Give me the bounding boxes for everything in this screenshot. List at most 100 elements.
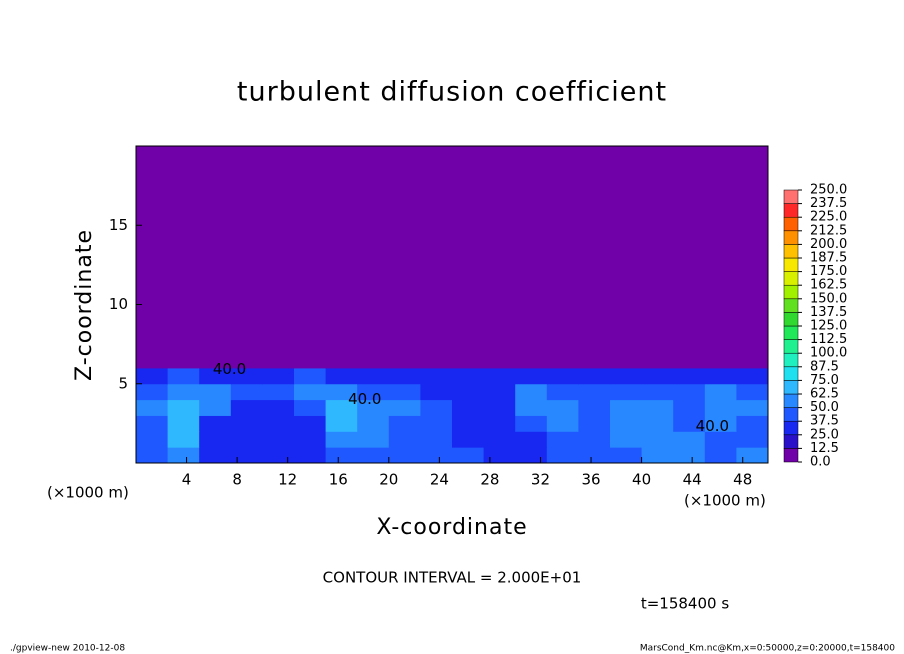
cell <box>388 415 421 432</box>
cell <box>199 447 232 464</box>
cell <box>546 383 579 401</box>
colorbar-box <box>783 393 799 408</box>
cell <box>388 367 421 385</box>
cell <box>578 146 611 369</box>
contour-label: 40.0 <box>348 390 381 408</box>
cell <box>736 399 769 416</box>
cell <box>452 146 485 369</box>
cell <box>546 146 579 369</box>
colorbar-label: 25.0 <box>810 427 839 442</box>
cell <box>357 146 390 369</box>
cell <box>641 399 674 416</box>
cell <box>136 383 169 401</box>
cell <box>325 431 358 448</box>
cell <box>452 383 485 401</box>
cell <box>136 431 169 448</box>
cell <box>546 415 579 432</box>
y-tick-label: 5 <box>118 374 128 392</box>
cell <box>262 431 295 448</box>
x-tick-label: 4 <box>182 471 192 489</box>
cell <box>452 431 485 448</box>
colorbar-box <box>783 380 799 395</box>
colorbar-box <box>783 325 799 340</box>
cell <box>325 415 358 432</box>
cell <box>515 146 548 369</box>
cell <box>294 383 327 401</box>
cell <box>546 431 579 448</box>
cell <box>294 146 327 369</box>
colorbar-box <box>783 271 799 286</box>
colorbar-box <box>783 448 799 463</box>
cell <box>388 447 421 464</box>
cell <box>452 399 485 416</box>
cell <box>704 383 737 401</box>
cell <box>610 415 643 432</box>
cell <box>736 367 769 385</box>
cell <box>578 415 611 432</box>
cell <box>167 431 200 448</box>
cell <box>294 415 327 432</box>
cell <box>610 447 643 464</box>
colorbar-box <box>783 284 799 300</box>
cell <box>420 415 453 432</box>
cell <box>736 383 769 401</box>
cell <box>199 399 232 416</box>
cell <box>515 447 548 464</box>
x-tick-label: 32 <box>531 471 550 489</box>
colorbar-box <box>783 230 799 245</box>
cell <box>199 367 232 385</box>
unit-label: (×1000 m) <box>47 484 129 502</box>
cell <box>641 383 674 401</box>
colorbar-box <box>783 257 799 272</box>
cell <box>199 415 232 432</box>
cell <box>357 415 390 432</box>
cell <box>641 146 674 369</box>
colorbar-box <box>783 352 799 368</box>
chart-title: turbulent diffusion coefficient <box>237 77 667 108</box>
colorbar-label: 212.5 <box>810 223 847 238</box>
cell <box>673 367 706 385</box>
x-tick-label: 20 <box>379 471 398 489</box>
cell <box>167 447 200 464</box>
cell <box>546 367 579 385</box>
cell <box>136 399 169 416</box>
cell <box>325 367 358 385</box>
colorbar-box <box>783 407 799 422</box>
x-tick-label: 24 <box>430 471 449 489</box>
footer-right: MarsCond_Km.nc@Km,x=0:50000,z=0:20000,t=… <box>640 644 895 654</box>
colorbar-box <box>783 298 799 313</box>
x-tick-label: 44 <box>683 471 702 489</box>
colorbar-box <box>783 312 799 327</box>
contour-label: 40.0 <box>696 417 729 435</box>
footer-left: ./gpview-new 2010-12-08 <box>10 644 125 654</box>
colorbar-box <box>783 216 799 232</box>
cell <box>673 431 706 448</box>
colorbar-label: 250.0 <box>810 183 847 198</box>
cell <box>515 415 548 432</box>
cell <box>294 447 327 464</box>
colorbar-box <box>783 366 799 381</box>
colorbar-label: 225.0 <box>810 210 847 225</box>
cell <box>262 447 295 464</box>
cell <box>736 146 769 369</box>
colorbar-label: 187.5 <box>810 251 847 266</box>
cell <box>388 431 421 448</box>
cell <box>230 383 263 401</box>
cell <box>388 383 421 401</box>
cell <box>578 431 611 448</box>
cell <box>357 367 390 385</box>
cell <box>610 367 643 385</box>
colorbar-label: 237.5 <box>810 196 847 211</box>
cell <box>704 367 737 385</box>
x-tick-label: 40 <box>632 471 651 489</box>
cell <box>230 415 263 432</box>
colorbar-box <box>783 420 799 436</box>
cell <box>578 367 611 385</box>
x-axis-label: X-coordinate <box>376 515 527 540</box>
x-tick-label: 48 <box>733 471 752 489</box>
cell <box>294 367 327 385</box>
colorbar-label: 62.5 <box>810 387 839 402</box>
colorbar-label: 87.5 <box>810 359 839 374</box>
cell <box>136 146 169 369</box>
